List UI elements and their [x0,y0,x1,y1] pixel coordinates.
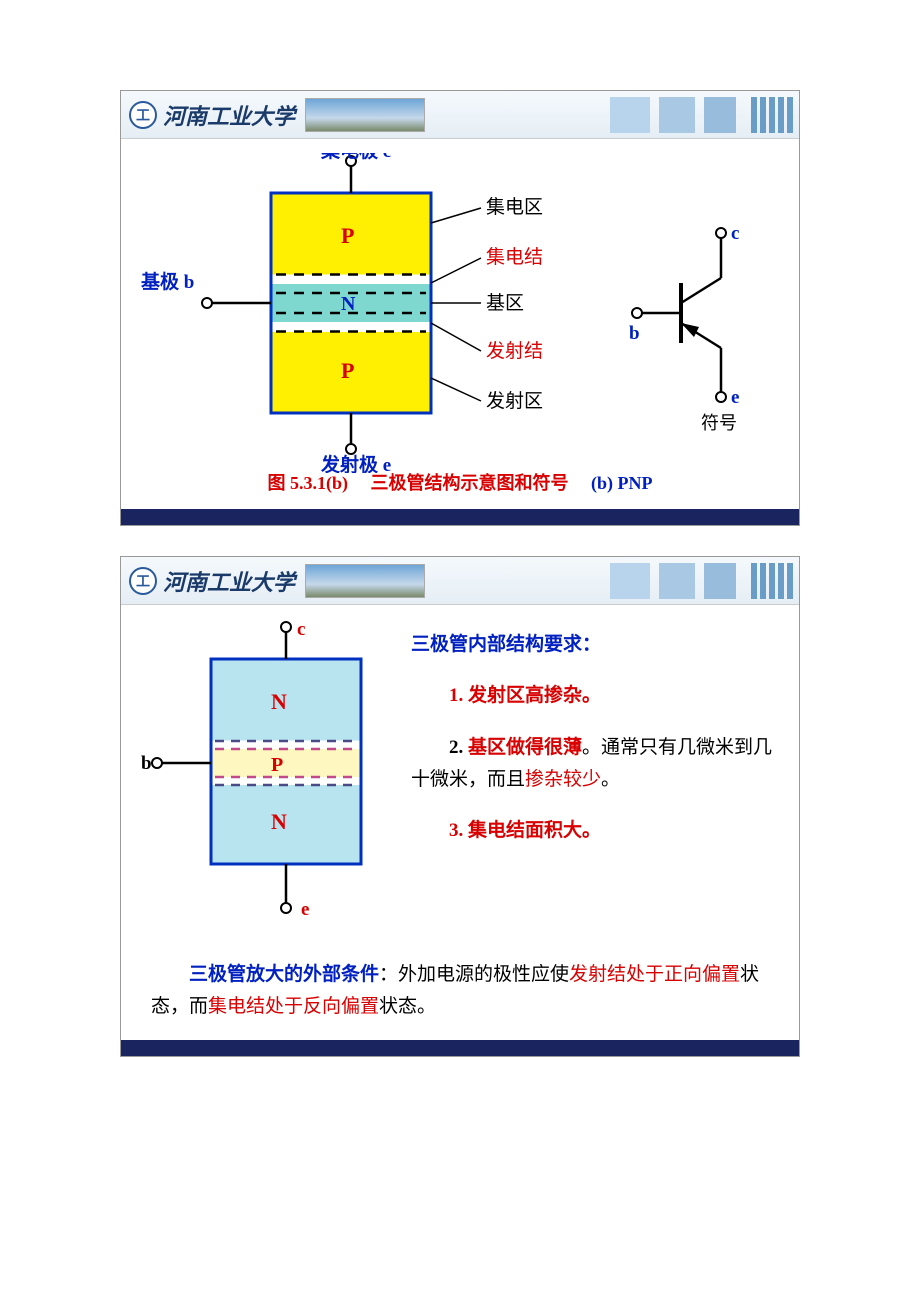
slide-structure-requirements: 工 河南工业大学 [120,556,800,1057]
bottom-hl2: 集电结处于反向偏置 [208,996,379,1017]
symbol-b: b [629,323,640,344]
point-3: 3. 集电结面积大。 [411,815,779,847]
n-top-label: N [271,689,287,714]
emitter-junction-label: 发射结 [486,340,543,362]
slide-footer-bar [121,1040,799,1056]
point-2: 2. 基区做得很薄。通常只有几微米到几十微米，而且掺杂较少。 [411,732,779,797]
c-label: c [297,619,305,640]
p-mid-label: P [271,754,283,776]
p-top-label: P [341,223,354,248]
point1-text: 1. 发射区高掺杂。 [449,685,601,706]
university-logo-area: 工 河南工业大学 [129,564,425,598]
bottom-hl1: 发射结处于正向偏置 [569,964,740,985]
caption-type: (b) PNP [591,473,653,493]
caption-fig: 图 5.3.1(b) [268,473,349,493]
base-region-label: 基区 [486,292,524,314]
n-mid-label: N [341,293,356,315]
npn-structure-svg: N P N c b e [141,619,391,939]
slide-pnp-structure: 工 河南工业大学 [120,90,800,526]
requirements-title: 三极管内部结构要求： [411,629,779,661]
university-logo-icon: 工 [129,567,157,595]
bottom-p2: ：外加电源的极性应使 [379,964,569,985]
campus-photo [305,98,425,132]
point-1: 1. 发射区高掺杂。 [411,680,779,712]
symbol-c: c [731,223,739,244]
university-logo-area: 工 河南工业大学 [129,98,425,132]
emitter-region-label: 发射区 [486,390,543,412]
point2-num: 2. [449,737,468,758]
point3-text: 3. 集电结面积大。 [449,820,601,841]
base-b-label: 基极 b [141,270,194,293]
point2-rest2: 。 [601,769,620,790]
university-logo-icon: 工 [129,101,157,129]
e-label: e [301,899,309,920]
point2-hl: 基区做得很薄 [468,737,582,758]
slide1-caption: 图 5.3.1(b) 三极管结构示意图和符号 (b) PNP [141,469,779,495]
slide1-body: P N P 集电极 c 发射极 e 基极 b 集电区 [121,139,799,509]
slide-footer-bar [121,509,799,525]
p-bot-label: P [341,358,354,383]
bottom-p1: 三极管放大的外部条件 [189,964,379,985]
caption-title: 三极管结构示意图和符号 [371,473,569,493]
bottom-p4: 状态。 [379,996,436,1017]
slide-header: 工 河南工业大学 [121,557,799,605]
symbol-e: e [731,387,739,408]
slide2-body: N P N c b e 三极管内部结构要求： [121,605,799,953]
collector-region-label: 集电区 [486,196,543,218]
pnp-diagram-svg: P N P 集电极 c 发射极 e 基极 b 集电区 [141,153,781,473]
university-name: 河南工业大学 [163,99,295,131]
campus-photo [305,564,425,598]
n-bot-label: N [271,809,287,834]
slide-header: 工 河南工业大学 [121,91,799,139]
b-label: b [141,753,152,774]
symbol-label: 符号 [701,413,737,433]
collector-c-label: 集电极 c [320,153,391,162]
collector-junction-label: 集电结 [486,246,543,268]
header-stripes [610,97,793,133]
university-name: 河南工业大学 [163,565,295,597]
point2-hl2: 掺杂较少 [525,769,601,790]
slide2-bottom-text: 三极管放大的外部条件：外加电源的极性应使发射结处于正向偏置状态，而集电结处于反向… [121,959,799,1040]
header-stripes [610,563,793,599]
